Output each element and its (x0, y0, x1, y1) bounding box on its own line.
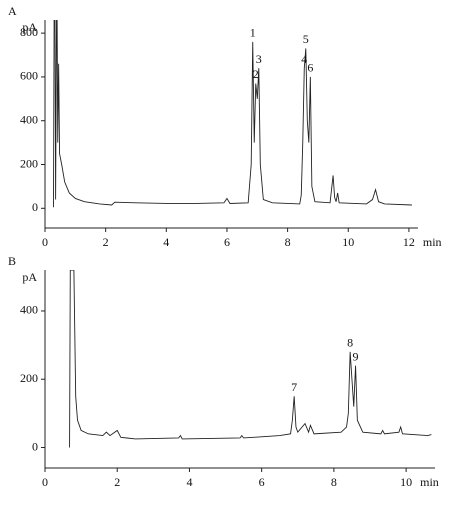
panel-label: A (8, 4, 17, 18)
y-tick-label: 200 (20, 156, 38, 170)
peak-label: 3 (256, 52, 262, 66)
x-tick-label: 0 (42, 235, 48, 249)
x-tick-label: 4 (163, 235, 169, 249)
x-axis-label: min (423, 235, 442, 249)
y-axis-label: pA (22, 270, 37, 284)
peak-label: 7 (291, 380, 297, 394)
y-tick-label: 0 (32, 439, 38, 453)
trace (53, 20, 412, 208)
x-tick-label: 10 (400, 475, 412, 489)
x-tick-label: 8 (285, 235, 291, 249)
x-tick-label: 8 (331, 475, 337, 489)
peak-label: 2 (253, 67, 259, 81)
x-tick-label: 6 (259, 475, 265, 489)
peak-label: 5 (303, 32, 309, 46)
x-tick-label: 0 (42, 475, 48, 489)
panel-label: B (8, 254, 16, 268)
y-tick-label: 0 (32, 200, 38, 214)
y-tick-label: 400 (20, 303, 38, 317)
peak-label: 1 (250, 26, 256, 40)
peak-label: 8 (347, 336, 353, 350)
x-tick-label: 10 (342, 235, 354, 249)
y-tick-label: 200 (20, 371, 38, 385)
y-tick-label: 400 (20, 112, 38, 126)
y-axis-label: pA (22, 20, 37, 34)
trace (69, 270, 432, 448)
y-tick-label: 600 (20, 69, 38, 83)
x-tick-label: 4 (186, 475, 192, 489)
peak-label: 4 (301, 52, 307, 66)
x-tick-label: 12 (403, 235, 415, 249)
peak-label: 9 (353, 349, 359, 363)
y-tick-label: 800 (20, 25, 38, 39)
x-tick-label: 6 (224, 235, 230, 249)
peak-label: 6 (307, 61, 313, 75)
x-tick-label: 2 (114, 475, 120, 489)
x-tick-label: 2 (103, 235, 109, 249)
x-axis-label: min (420, 475, 439, 489)
